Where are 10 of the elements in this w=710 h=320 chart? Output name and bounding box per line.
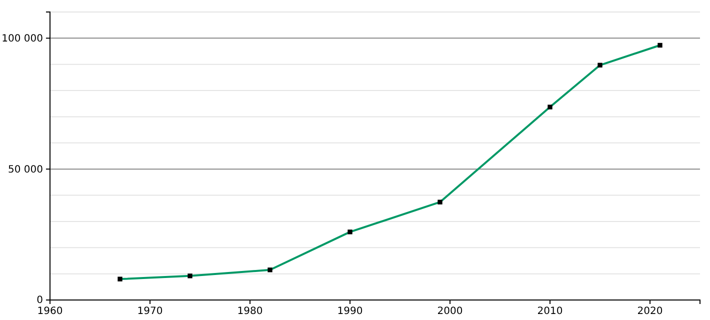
y-tick-label: 100 000	[2, 33, 43, 44]
y-tick-label: 0	[36, 295, 43, 306]
x-tick-label: 2020	[637, 306, 663, 318]
y-tick-label: 50 000	[8, 164, 43, 176]
x-tick-label: 2000	[437, 306, 463, 318]
x-tick-label: 1960	[37, 306, 63, 318]
x-tick-label: 1970	[137, 306, 163, 318]
x-tick-label: 1980	[237, 306, 263, 318]
x-tick-label: 1990	[337, 306, 363, 318]
x-tick-label: 2010	[537, 306, 563, 318]
